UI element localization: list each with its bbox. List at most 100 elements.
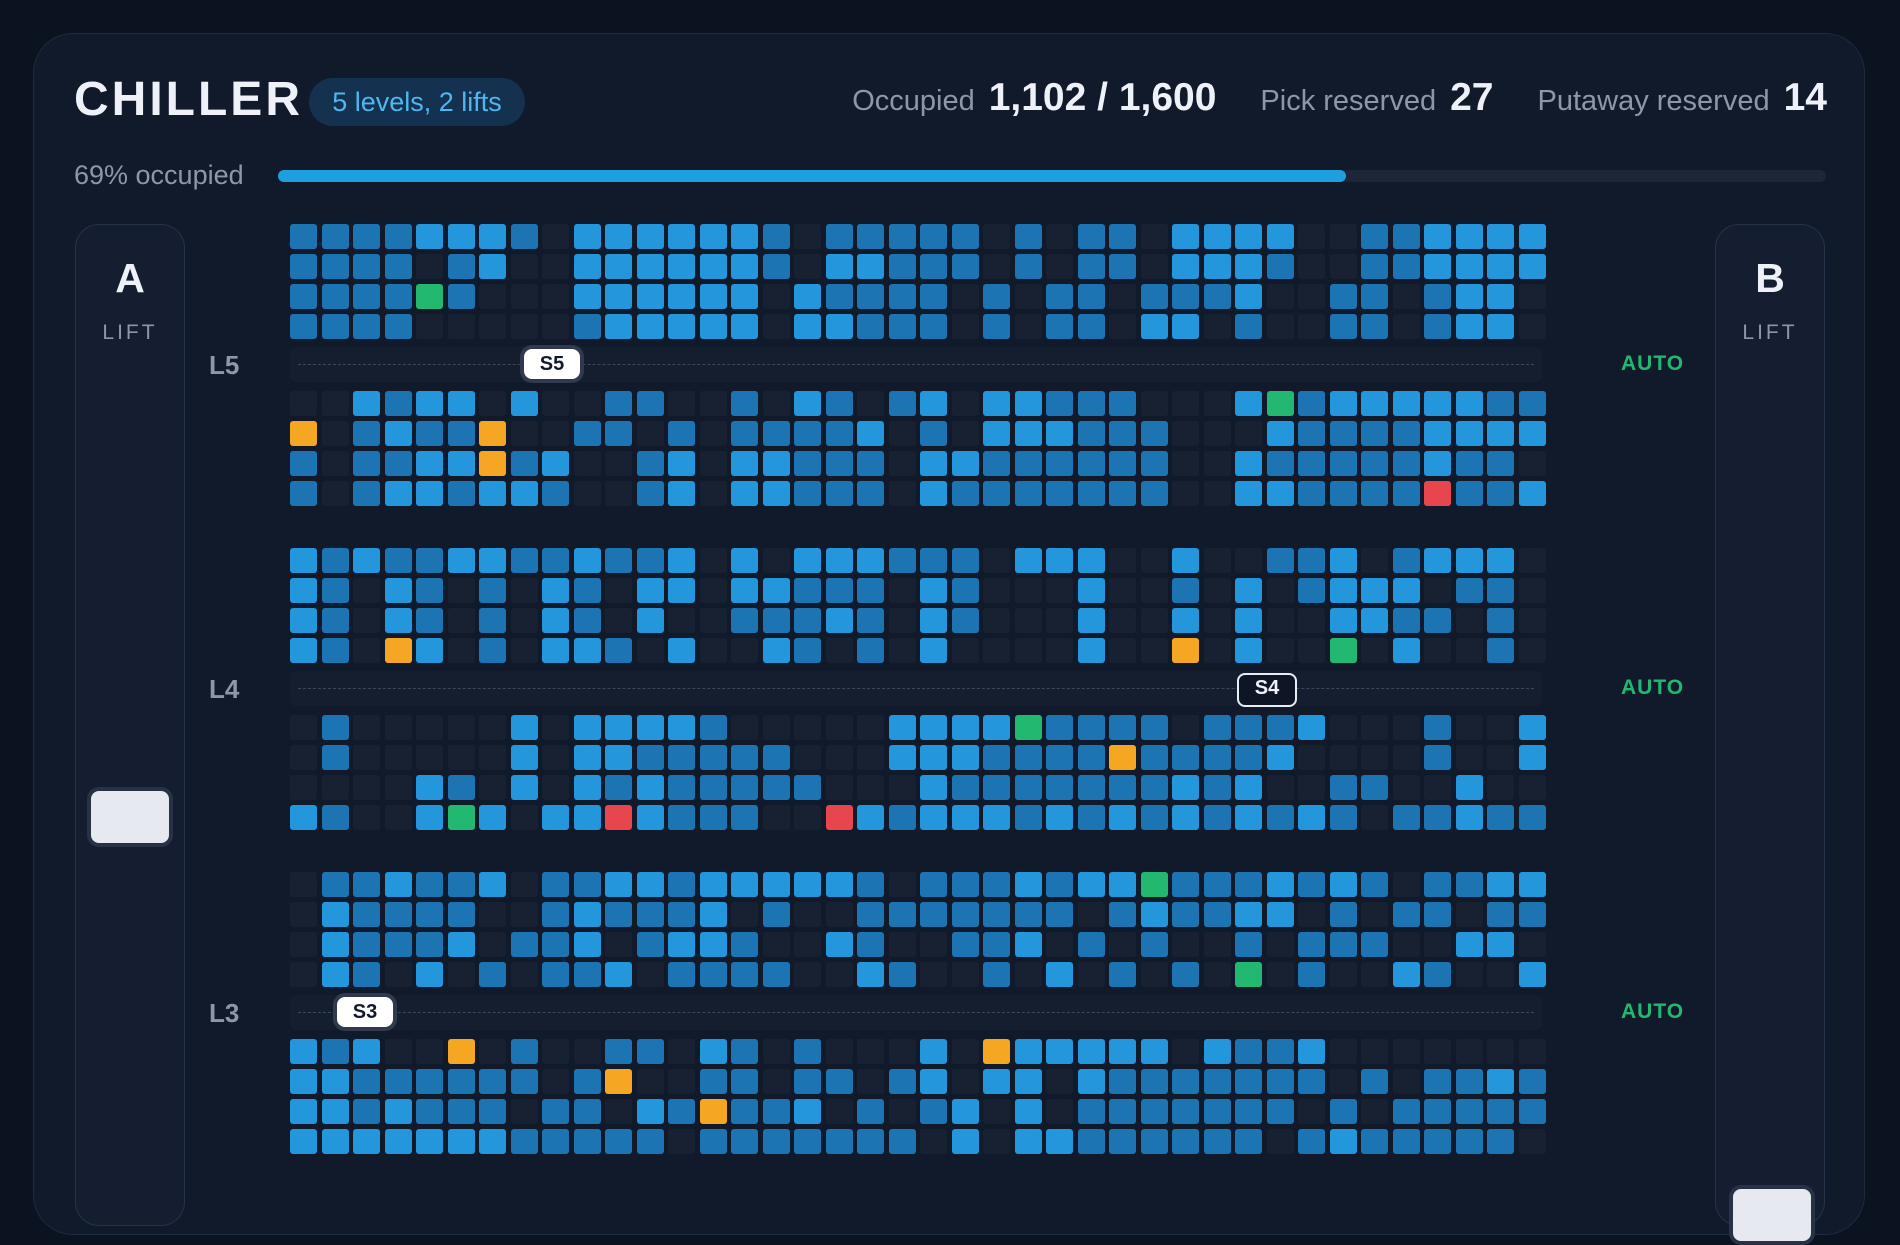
slot-occupied[interactable] <box>573 932 601 957</box>
shuttle-s4[interactable]: S4 <box>1237 673 1297 707</box>
slot-empty[interactable] <box>951 284 979 309</box>
slot-occupied[interactable] <box>1487 805 1514 830</box>
slot-occupied[interactable] <box>857 224 884 249</box>
slot-occupied[interactable] <box>668 224 695 249</box>
slot-occupied[interactable] <box>668 421 695 446</box>
slot-occupied[interactable] <box>951 902 979 927</box>
slot-occupied[interactable] <box>636 932 664 957</box>
slot-empty[interactable] <box>668 1069 695 1094</box>
slot-occupied[interactable] <box>321 608 349 633</box>
slot-occupied[interactable] <box>1140 284 1168 309</box>
slot-occupied[interactable] <box>1077 1099 1105 1124</box>
slot-occupied[interactable] <box>794 451 821 476</box>
slot-occupied[interactable] <box>1172 902 1199 927</box>
slot-occupied[interactable] <box>1235 1039 1262 1064</box>
slot-empty[interactable] <box>1361 715 1388 740</box>
slot-empty[interactable] <box>1455 962 1483 987</box>
slot-empty[interactable] <box>983 608 1010 633</box>
slot-occupied[interactable] <box>353 254 380 279</box>
slot-occupied[interactable] <box>794 1129 821 1154</box>
slot-occupied[interactable] <box>888 805 916 830</box>
slot-occupied[interactable] <box>605 421 632 446</box>
slot-occupied[interactable] <box>668 872 695 897</box>
slot-occupied[interactable] <box>951 548 979 573</box>
slot-empty[interactable] <box>1203 638 1231 663</box>
slot-empty[interactable] <box>920 962 947 987</box>
slot-occupied[interactable] <box>1109 1099 1136 1124</box>
slot-occupied[interactable] <box>447 391 475 416</box>
level-mode-l4[interactable]: AUTO <box>1621 676 1685 699</box>
slot-empty[interactable] <box>1518 1129 1546 1154</box>
slot-empty[interactable] <box>510 872 538 897</box>
slot-occupied[interactable] <box>1298 548 1325 573</box>
slot-occupied[interactable] <box>573 745 601 770</box>
slot-occupied[interactable] <box>857 284 884 309</box>
slot-empty[interactable] <box>1109 638 1136 663</box>
slot-empty[interactable] <box>290 872 317 897</box>
slot-pick-reserved[interactable] <box>384 638 412 663</box>
slot-occupied[interactable] <box>479 608 506 633</box>
slot-empty[interactable] <box>825 638 853 663</box>
slot-occupied[interactable] <box>1140 1039 1168 1064</box>
slot-occupied[interactable] <box>668 902 695 927</box>
slot-occupied[interactable] <box>1392 1099 1420 1124</box>
slot-empty[interactable] <box>1518 284 1546 309</box>
slot-occupied[interactable] <box>699 254 727 279</box>
slot-empty[interactable] <box>1392 715 1420 740</box>
slot-occupied[interactable] <box>1235 902 1262 927</box>
slot-occupied[interactable] <box>321 1039 349 1064</box>
slot-occupied[interactable] <box>1424 224 1451 249</box>
slot-occupied[interactable] <box>1518 805 1546 830</box>
slot-empty[interactable] <box>290 932 317 957</box>
slot-occupied[interactable] <box>605 872 632 897</box>
slot-occupied[interactable] <box>1455 932 1483 957</box>
slot-occupied[interactable] <box>731 1039 758 1064</box>
slot-empty[interactable] <box>1424 578 1451 603</box>
slot-empty[interactable] <box>353 638 380 663</box>
slot-empty[interactable] <box>1518 1039 1546 1064</box>
slot-occupied[interactable] <box>731 254 758 279</box>
slot-empty[interactable] <box>699 391 727 416</box>
slot-occupied[interactable] <box>1361 775 1388 800</box>
slot-empty[interactable] <box>1266 284 1294 309</box>
slot-occupied[interactable] <box>290 638 317 663</box>
slot-empty[interactable] <box>699 548 727 573</box>
slot-occupied[interactable] <box>1392 451 1420 476</box>
slot-empty[interactable] <box>1361 1099 1388 1124</box>
slot-occupied[interactable] <box>1077 254 1105 279</box>
slot-occupied[interactable] <box>542 932 569 957</box>
slot-empty[interactable] <box>605 932 632 957</box>
slot-occupied[interactable] <box>951 1129 979 1154</box>
slot-empty[interactable] <box>1361 1039 1388 1064</box>
slot-occupied[interactable] <box>1014 745 1042 770</box>
slot-empty[interactable] <box>384 962 412 987</box>
slot-occupied[interactable] <box>510 932 538 957</box>
shuttle-s5[interactable]: S5 <box>524 349 580 379</box>
slot-occupied[interactable] <box>636 314 664 339</box>
slot-occupied[interactable] <box>1298 451 1325 476</box>
slot-empty[interactable] <box>416 254 443 279</box>
slot-occupied[interactable] <box>1424 421 1451 446</box>
slot-empty[interactable] <box>1172 481 1199 506</box>
slot-occupied[interactable] <box>636 578 664 603</box>
slot-empty[interactable] <box>321 775 349 800</box>
slot-occupied[interactable] <box>290 284 317 309</box>
slot-occupied[interactable] <box>1014 805 1042 830</box>
slot-empty[interactable] <box>542 254 569 279</box>
slot-occupied[interactable] <box>636 872 664 897</box>
slot-occupied[interactable] <box>668 451 695 476</box>
slot-occupied[interactable] <box>510 548 538 573</box>
slot-occupied[interactable] <box>920 224 947 249</box>
slot-occupied[interactable] <box>951 745 979 770</box>
slot-occupied[interactable] <box>1046 421 1073 446</box>
slot-occupied[interactable] <box>1424 902 1451 927</box>
slot-empty[interactable] <box>699 638 727 663</box>
slot-occupied[interactable] <box>1298 932 1325 957</box>
slot-empty[interactable] <box>920 1129 947 1154</box>
slot-occupied[interactable] <box>794 608 821 633</box>
slot-empty[interactable] <box>1266 578 1294 603</box>
slot-empty[interactable] <box>510 314 538 339</box>
slot-occupied[interactable] <box>731 1069 758 1094</box>
slot-empty[interactable] <box>920 932 947 957</box>
slot-occupied[interactable] <box>321 314 349 339</box>
